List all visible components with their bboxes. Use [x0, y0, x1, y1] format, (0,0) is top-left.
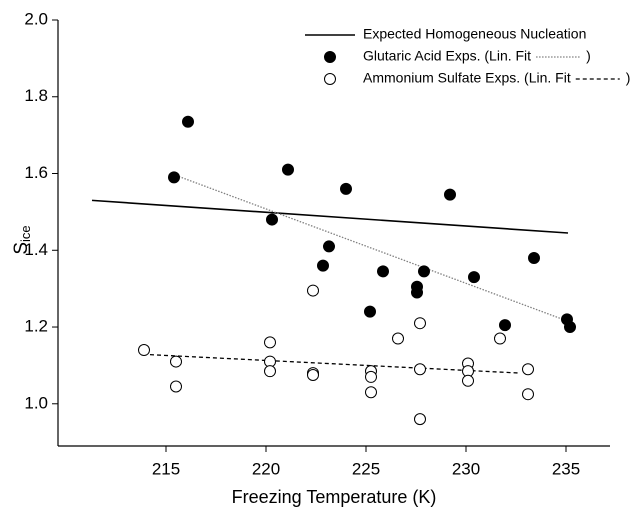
point	[377, 265, 389, 278]
point	[392, 332, 404, 345]
point	[340, 182, 352, 195]
point	[307, 284, 319, 297]
legend-label: Expected Homogeneous Nucleation	[363, 26, 586, 42]
point	[317, 259, 329, 272]
point	[414, 413, 426, 426]
point	[522, 363, 534, 376]
point	[170, 380, 182, 393]
fit-line	[175, 174, 569, 322]
legend-swatch	[324, 73, 336, 85]
fit-line	[149, 354, 521, 374]
x-tick-label: 215	[152, 459, 180, 478]
point	[323, 240, 335, 253]
point	[528, 251, 540, 264]
y-tick-label: 1.0	[24, 393, 48, 412]
y-tick-label: 1.6	[24, 163, 48, 182]
point	[468, 271, 480, 284]
legend-close: )	[586, 48, 591, 64]
legend-swatch	[324, 51, 336, 63]
x-tick-label: 235	[552, 459, 580, 478]
point	[494, 332, 506, 345]
x-axis-label: Freezing Temperature (K)	[232, 487, 437, 507]
point	[365, 386, 377, 399]
x-tick-label: 230	[452, 459, 480, 478]
point	[168, 171, 180, 184]
point	[264, 365, 276, 378]
point	[414, 363, 426, 376]
point	[411, 280, 423, 293]
y-tick-label: 1.8	[24, 86, 48, 105]
point	[182, 115, 194, 128]
point	[444, 188, 456, 201]
x-tick-label: 220	[252, 459, 280, 478]
point	[414, 317, 426, 330]
y-axis-label: Sice	[11, 225, 33, 254]
point	[138, 344, 150, 357]
y-axis-label-sub: ice	[18, 225, 33, 242]
y-axis-label-main: S	[11, 242, 32, 255]
point	[282, 163, 294, 176]
point	[264, 336, 276, 349]
legend-label: Ammonium Sulfate Exps. (Lin. Fit	[363, 70, 571, 86]
y-tick-label: 1.4	[24, 240, 48, 259]
point	[522, 388, 534, 401]
point	[364, 305, 376, 318]
x-tick-label: 225	[352, 459, 380, 478]
point	[499, 319, 511, 332]
point	[418, 265, 430, 278]
point	[170, 355, 182, 368]
legend-label: Glutaric Acid Exps. (Lin. Fit	[363, 48, 531, 64]
point	[266, 213, 278, 226]
y-tick-label: 1.2	[24, 317, 48, 336]
legend-close: )	[626, 70, 631, 86]
point	[564, 321, 576, 334]
point	[462, 374, 474, 387]
point	[307, 369, 319, 381]
y-tick-label: 2.0	[24, 9, 48, 28]
homogeneous-line	[91, 199, 569, 234]
point	[365, 370, 377, 383]
